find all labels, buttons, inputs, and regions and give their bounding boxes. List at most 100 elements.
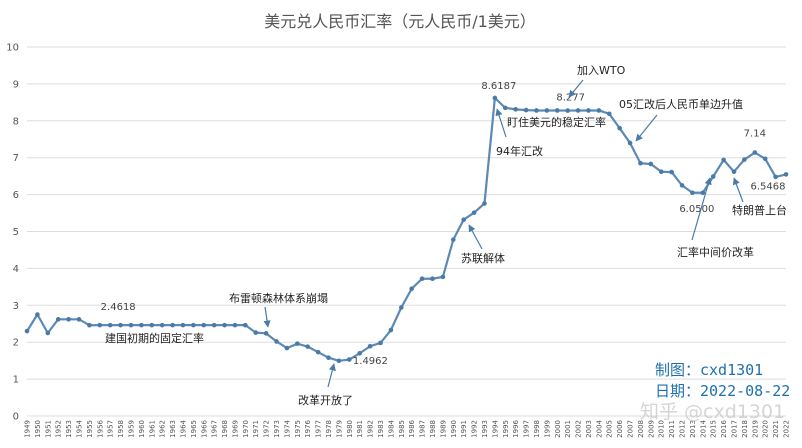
data-point (742, 157, 747, 162)
x-tick-label: 1996 (512, 419, 520, 437)
y-tick-label: 8 (13, 116, 19, 127)
data-point (118, 322, 123, 328)
x-tick-label: 1954 (75, 419, 83, 437)
x-tick-label: 1978 (325, 420, 333, 438)
data-point (76, 317, 82, 322)
x-tick-label: 1984 (387, 419, 395, 437)
data-point (24, 328, 30, 334)
data-point (357, 350, 363, 356)
annotation-arrow (468, 224, 483, 250)
x-tick-label: 1958 (117, 420, 125, 438)
data-point (534, 108, 539, 113)
x-tick-label: 2007 (627, 420, 635, 438)
data-point (430, 276, 435, 282)
data-label: 1.4962 (353, 356, 388, 367)
y-tick-label: 1 (13, 375, 19, 386)
x-tick-label: 1990 (450, 420, 458, 438)
x-tick-label: 2016 (720, 419, 728, 437)
x-tick-label: 1974 (283, 419, 291, 437)
data-point (399, 305, 404, 310)
annotation-arrow (495, 108, 507, 138)
annotation-label: 特朗普上台 (732, 203, 787, 217)
x-tick-label: 1976 (304, 419, 312, 437)
credit-author: 制图：cxd1301 (655, 361, 763, 379)
data-point (617, 125, 622, 131)
data-point (658, 169, 664, 175)
x-tick-label: 1951 (44, 420, 52, 438)
data-point (191, 322, 196, 328)
x-tick-label: 2013 (689, 420, 697, 438)
x-tick-label: 2021 (772, 420, 780, 438)
data-point (690, 190, 695, 196)
x-tick-label: 1957 (107, 420, 115, 438)
data-point (502, 105, 508, 111)
data-point (440, 274, 446, 280)
data-point (700, 190, 706, 196)
x-tick-label: 1950 (34, 420, 42, 438)
data-point (388, 327, 394, 333)
x-tick-label: 1965 (190, 420, 198, 438)
x-tick-label: 2010 (658, 420, 666, 438)
data-point (783, 172, 789, 177)
x-tick-label: 1993 (481, 420, 489, 438)
data-point (201, 322, 207, 328)
x-tick-label: 2018 (741, 420, 749, 438)
x-tick-label: 1972 (263, 420, 271, 438)
x-tick-label: 2005 (606, 420, 614, 438)
x-tick-label: 1999 (543, 420, 551, 438)
data-point (544, 108, 550, 113)
annotation-arrow (732, 177, 744, 203)
x-tick-label: 1969 (231, 420, 239, 438)
data-point (773, 174, 778, 180)
data-point (45, 330, 51, 336)
annotation-label: 布雷顿森林体系崩塌 (229, 291, 328, 305)
y-tick-label: 4 (13, 264, 19, 275)
data-label: 6.5468 (751, 181, 786, 192)
data-point (638, 160, 643, 166)
x-tick-label: 2006 (616, 419, 624, 437)
y-tick-label: 10 (6, 43, 19, 54)
x-tick-label: 1953 (65, 420, 73, 438)
y-tick-label: 6 (13, 190, 19, 201)
x-tick-label: 1986 (408, 419, 416, 437)
x-tick-label: 1962 (159, 420, 167, 438)
x-tick-label: 1979 (335, 420, 343, 438)
x-tick-label: 1994 (491, 419, 499, 437)
x-tick-label: 1960 (138, 420, 146, 438)
data-point (419, 276, 425, 282)
data-point (35, 312, 40, 317)
gridlines (27, 46, 786, 417)
x-tick-label: 1952 (55, 420, 63, 438)
x-tick-label: 2011 (668, 420, 676, 438)
data-point (149, 322, 155, 328)
data-point (731, 169, 737, 175)
x-tick-label: 1985 (398, 420, 406, 438)
x-tick-label: 2003 (585, 420, 593, 438)
x-tick-label: 1981 (356, 420, 364, 438)
series-line-path (26, 96, 787, 362)
x-tick-label: 1983 (377, 420, 385, 438)
y-tick-label: 2 (13, 338, 19, 349)
data-point (492, 95, 498, 101)
data-point (107, 322, 113, 328)
x-tick-label: 2004 (595, 419, 603, 437)
x-tick-label: 2012 (679, 420, 687, 438)
x-tick-label: 1964 (179, 419, 187, 437)
x-tick-label: 1992 (471, 420, 479, 438)
x-tick-label: 1955 (86, 420, 94, 438)
data-point (409, 286, 414, 291)
watermark: 知乎 @cxd1301 (640, 401, 785, 423)
annotation-arrow (568, 79, 584, 98)
data-point (596, 108, 602, 113)
data-point (347, 357, 352, 362)
data-label: 8.277 (556, 93, 585, 104)
x-tick-label: 1987 (419, 420, 427, 438)
data-point (627, 140, 633, 146)
data-point (336, 358, 342, 364)
x-tick-label: 1982 (367, 420, 375, 438)
annotation-arrow (635, 114, 658, 142)
data-point (139, 322, 144, 328)
data-point (679, 183, 685, 188)
data-point (170, 322, 175, 328)
data-point (274, 339, 279, 344)
